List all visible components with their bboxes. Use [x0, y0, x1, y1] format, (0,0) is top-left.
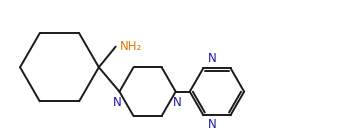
Text: N: N: [208, 118, 217, 131]
Text: N: N: [208, 52, 217, 65]
Text: NH₂: NH₂: [119, 40, 142, 53]
Text: N: N: [113, 96, 122, 109]
Text: N: N: [173, 96, 182, 109]
